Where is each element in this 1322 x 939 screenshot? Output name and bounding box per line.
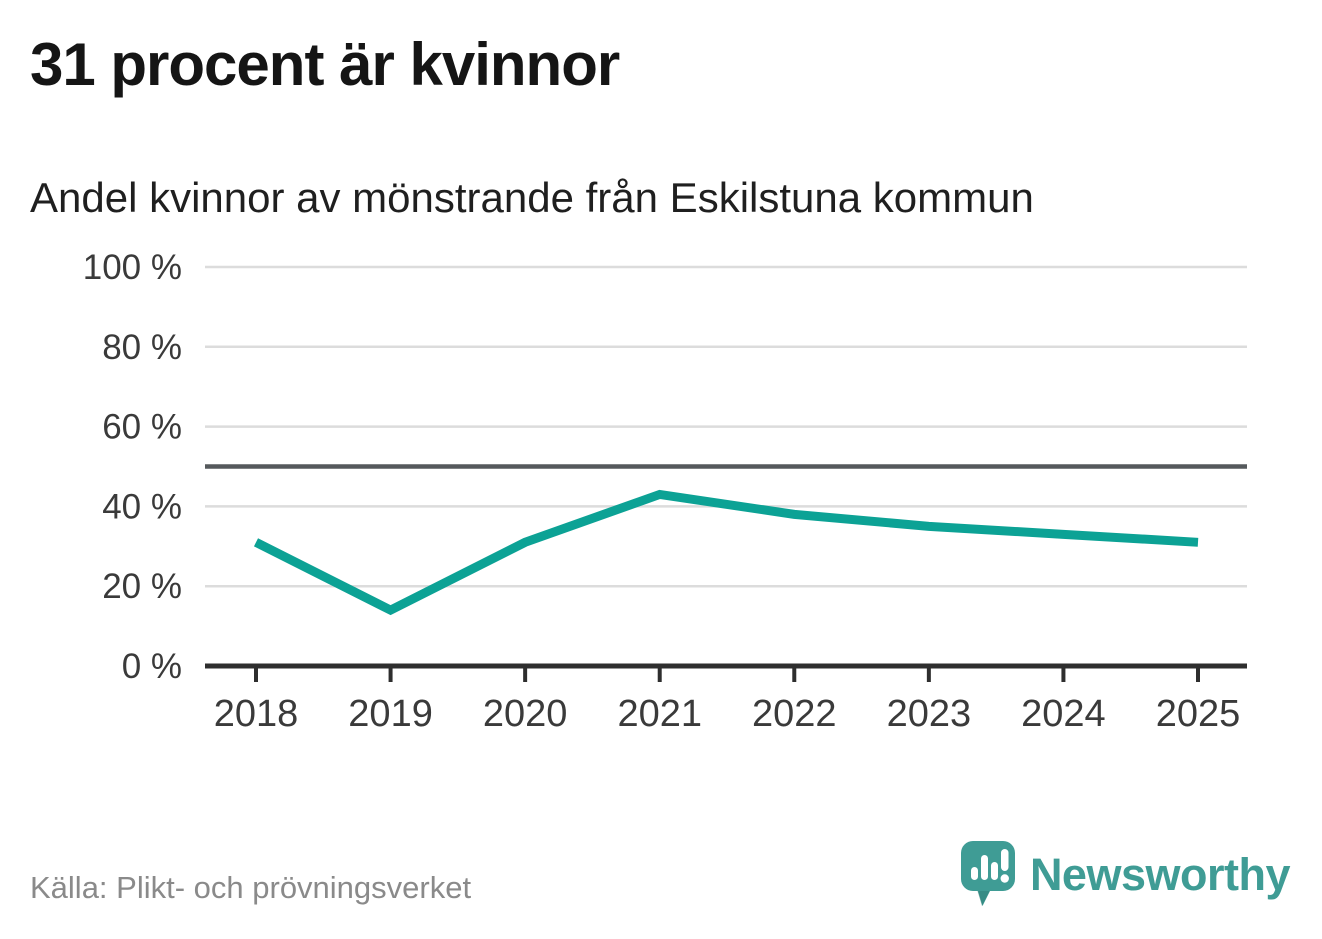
x-tick-label: 2025 [1156,693,1241,735]
x-tick-label: 2020 [483,693,568,735]
y-tick-label: 0 % [122,647,182,686]
y-tick-label: 20 % [102,567,182,606]
newsworthy-logo-icon [960,841,1015,906]
exclamation-dot [1000,874,1009,883]
bar-chart-glyph [970,849,1009,883]
chart-subtitle: Andel kvinnor av mönstrande från Eskilst… [30,174,1034,221]
newsworthy-branding: Newsworthy [960,840,1291,910]
page-title: 31 procent är kvinnor [30,31,620,98]
y-tick-label: 80 % [102,328,182,367]
x-tick-label: 2018 [214,693,299,735]
y-tick-label: 100 % [83,248,182,287]
y-tick-label: 60 % [102,408,182,447]
x-tick-label: 2023 [887,693,972,735]
source-note: Källa: Plikt- och prövningsverket [30,870,472,905]
x-tick-label: 2019 [348,693,433,735]
x-tick-label: 2022 [752,693,837,735]
brand-name: Newsworthy [1029,849,1291,900]
x-tick-label: 2021 [617,693,702,735]
data-line [253,489,1199,616]
y-tick-label: 40 % [102,487,182,526]
x-tick-label: 2024 [1021,693,1106,735]
